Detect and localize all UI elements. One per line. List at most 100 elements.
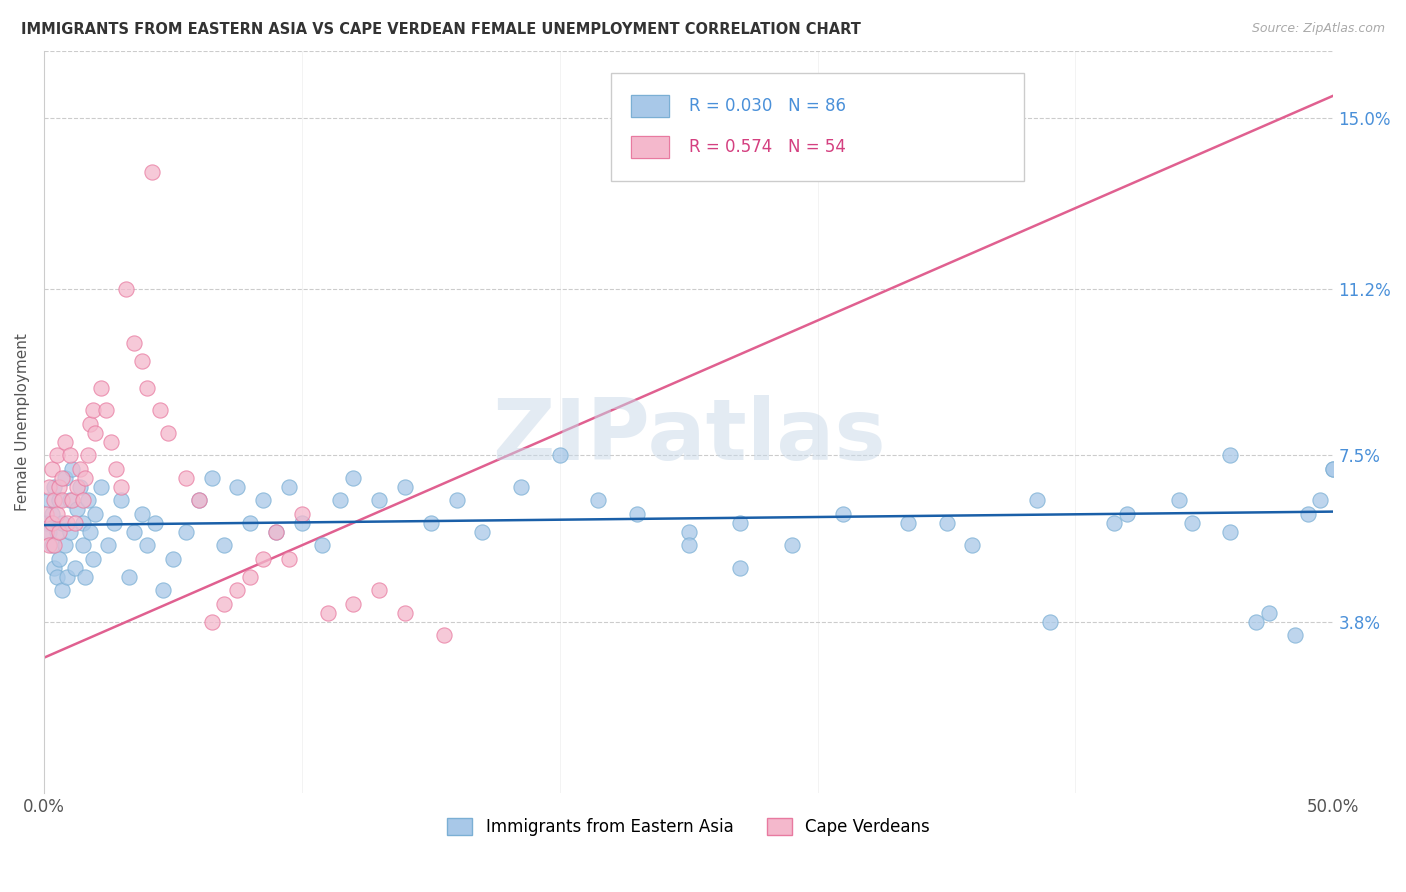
Point xyxy=(214,538,236,552)
Point xyxy=(79,417,101,431)
Point xyxy=(678,538,700,552)
Point xyxy=(45,524,67,539)
Point xyxy=(368,493,391,508)
Point xyxy=(100,434,122,449)
Point xyxy=(728,516,751,530)
Point xyxy=(84,425,107,440)
Point xyxy=(48,551,70,566)
Point xyxy=(1322,462,1344,476)
Point xyxy=(60,493,83,508)
Point xyxy=(143,516,166,530)
Point xyxy=(51,471,73,485)
Point xyxy=(41,507,63,521)
Bar xyxy=(631,136,669,158)
Point xyxy=(38,524,60,539)
Point xyxy=(510,480,533,494)
Point xyxy=(51,583,73,598)
Point xyxy=(1219,449,1241,463)
Point xyxy=(264,524,287,539)
Point xyxy=(728,561,751,575)
Point xyxy=(115,282,138,296)
Point xyxy=(59,493,82,508)
Point xyxy=(60,462,83,476)
Point xyxy=(152,583,174,598)
Point xyxy=(316,606,339,620)
Point xyxy=(252,493,274,508)
Point xyxy=(51,493,73,508)
Point xyxy=(780,538,803,552)
Point xyxy=(1284,628,1306,642)
Point xyxy=(471,524,494,539)
Point xyxy=(962,538,984,552)
Point xyxy=(76,493,98,508)
Point xyxy=(291,507,314,521)
Point xyxy=(131,354,153,368)
Point xyxy=(53,434,76,449)
Point xyxy=(1244,615,1267,629)
Point xyxy=(156,425,179,440)
Point xyxy=(174,471,197,485)
Point xyxy=(105,462,128,476)
Point xyxy=(79,524,101,539)
Point xyxy=(51,516,73,530)
Point xyxy=(90,480,112,494)
Point xyxy=(935,516,957,530)
Text: Source: ZipAtlas.com: Source: ZipAtlas.com xyxy=(1251,22,1385,36)
Point xyxy=(82,551,104,566)
Point xyxy=(588,493,610,508)
Bar xyxy=(631,136,669,158)
Point xyxy=(1116,507,1139,521)
Point xyxy=(48,480,70,494)
Point xyxy=(897,516,920,530)
Point xyxy=(136,381,159,395)
Point xyxy=(35,507,58,521)
Point xyxy=(1025,493,1047,508)
Point xyxy=(48,524,70,539)
Point xyxy=(38,480,60,494)
Point xyxy=(239,570,262,584)
Point xyxy=(118,570,141,584)
Point xyxy=(38,493,60,508)
Point xyxy=(311,538,333,552)
Point xyxy=(82,403,104,417)
Point xyxy=(226,480,249,494)
Point xyxy=(97,538,120,552)
Point xyxy=(329,493,352,508)
Point xyxy=(291,516,314,530)
Point xyxy=(38,538,60,552)
Point xyxy=(56,516,79,530)
Point xyxy=(45,507,67,521)
Point xyxy=(94,403,117,417)
Y-axis label: Female Unemployment: Female Unemployment xyxy=(15,333,30,510)
Point xyxy=(1296,507,1319,521)
Point xyxy=(63,561,86,575)
Point xyxy=(433,628,456,642)
Point xyxy=(35,524,58,539)
Point xyxy=(84,507,107,521)
Point xyxy=(187,493,209,508)
Point xyxy=(72,516,94,530)
Point xyxy=(53,471,76,485)
Point xyxy=(394,480,416,494)
Point xyxy=(103,516,125,530)
Point xyxy=(832,507,855,521)
Point xyxy=(44,480,66,494)
Point xyxy=(1102,516,1125,530)
Point xyxy=(53,538,76,552)
Point xyxy=(1257,606,1279,620)
Point xyxy=(44,538,66,552)
Point xyxy=(394,606,416,620)
Point xyxy=(200,471,222,485)
Point xyxy=(252,551,274,566)
Point xyxy=(342,597,364,611)
Point xyxy=(41,538,63,552)
Point xyxy=(44,561,66,575)
Point xyxy=(90,381,112,395)
Point xyxy=(1167,493,1189,508)
Point xyxy=(1309,493,1331,508)
Point xyxy=(59,449,82,463)
Point xyxy=(626,507,648,521)
Point xyxy=(56,570,79,584)
Legend: Immigrants from Eastern Asia, Cape Verdeans: Immigrants from Eastern Asia, Cape Verde… xyxy=(447,818,929,837)
Point xyxy=(72,493,94,508)
